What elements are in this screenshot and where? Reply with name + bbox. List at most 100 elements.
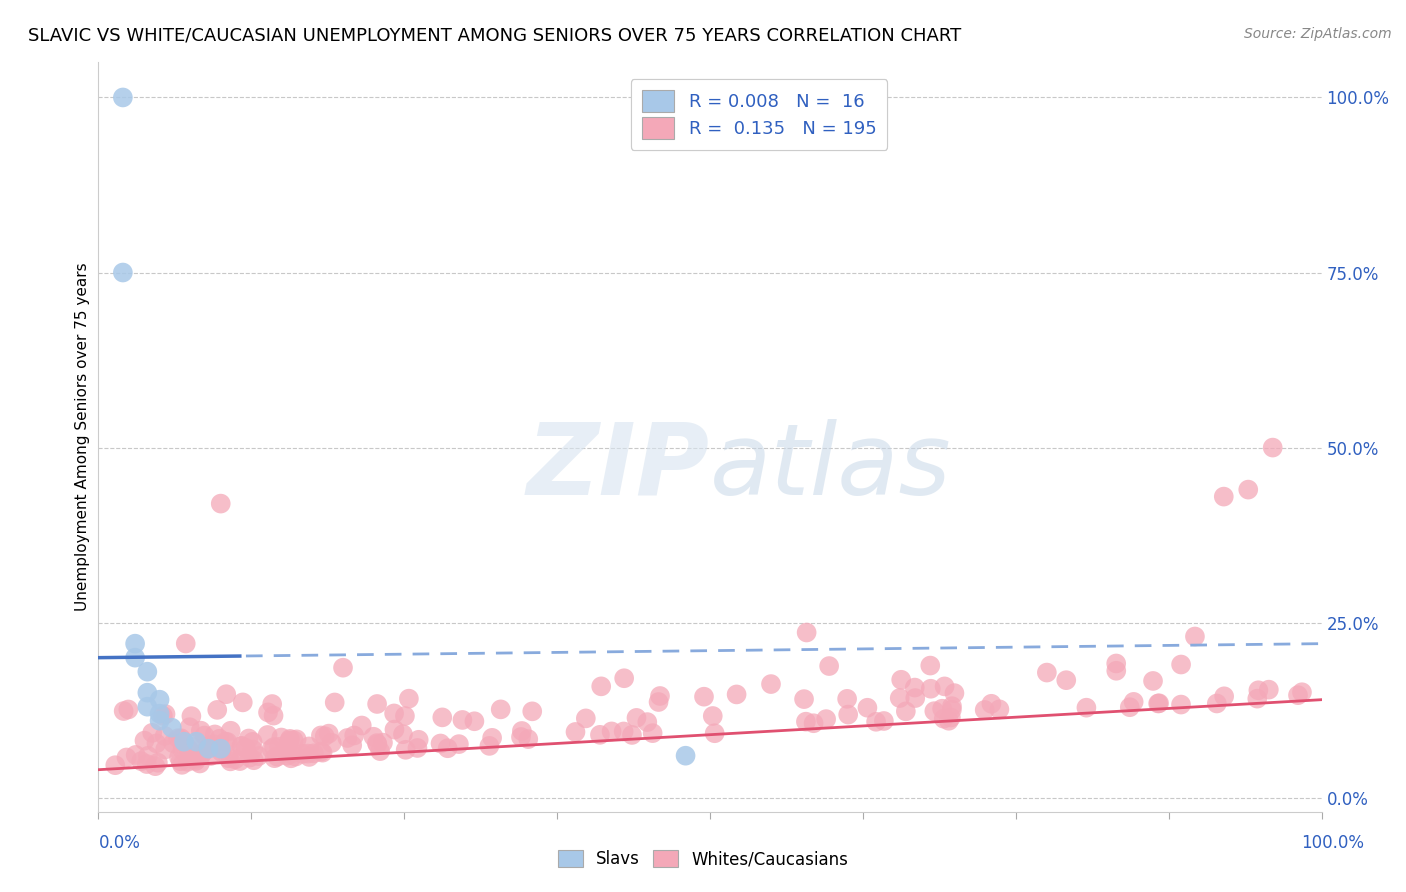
- Point: [889, 691, 911, 706]
- Point: [636, 715, 658, 730]
- Point: [398, 691, 420, 706]
- Point: [938, 714, 960, 728]
- Point: [184, 752, 207, 766]
- Point: [1184, 630, 1206, 644]
- Point: [136, 699, 159, 714]
- Point: [600, 724, 623, 739]
- Point: [280, 751, 302, 765]
- Point: [647, 695, 669, 709]
- Point: [231, 739, 253, 753]
- Point: [136, 686, 159, 700]
- Point: [256, 728, 278, 742]
- Point: [285, 732, 308, 747]
- Point: [145, 736, 167, 750]
- Point: [1054, 673, 1077, 688]
- Point: [332, 661, 354, 675]
- Text: atlas: atlas: [710, 418, 952, 516]
- Point: [247, 749, 270, 764]
- Point: [920, 681, 942, 696]
- Point: [392, 727, 415, 741]
- Point: [311, 746, 333, 760]
- Point: [432, 710, 454, 724]
- Point: [135, 757, 157, 772]
- Point: [219, 723, 242, 738]
- Point: [219, 755, 242, 769]
- Point: [406, 741, 429, 756]
- Point: [463, 714, 485, 729]
- Point: [124, 650, 146, 665]
- Point: [1105, 664, 1128, 678]
- Text: SLAVIC VS WHITE/CAUCASIAN UNEMPLOYMENT AMONG SENIORS OVER 75 YEARS CORRELATION C: SLAVIC VS WHITE/CAUCASIAN UNEMPLOYMENT A…: [28, 27, 962, 45]
- Point: [336, 731, 359, 745]
- Point: [190, 723, 212, 738]
- Point: [489, 702, 512, 716]
- Point: [208, 731, 231, 746]
- Point: [172, 743, 194, 757]
- Point: [309, 745, 332, 759]
- Point: [169, 754, 191, 768]
- Point: [920, 658, 942, 673]
- Point: [167, 731, 190, 746]
- Point: [517, 732, 540, 747]
- Point: [1246, 691, 1268, 706]
- Point: [291, 747, 314, 761]
- Point: [815, 712, 838, 726]
- Point: [394, 709, 416, 723]
- Point: [371, 736, 394, 750]
- Point: [314, 729, 336, 743]
- Point: [167, 750, 190, 764]
- Text: 0.0%: 0.0%: [98, 834, 141, 852]
- Legend: Slavs, Whites/Caucasians: Slavs, Whites/Caucasians: [551, 843, 855, 875]
- Point: [321, 736, 343, 750]
- Point: [193, 729, 215, 743]
- Point: [179, 720, 201, 734]
- Point: [1147, 696, 1170, 710]
- Point: [575, 711, 598, 725]
- Point: [170, 757, 193, 772]
- Point: [865, 714, 887, 729]
- Point: [366, 737, 388, 751]
- Point: [384, 723, 406, 737]
- Point: [302, 747, 325, 761]
- Point: [239, 750, 262, 764]
- Point: [564, 725, 586, 739]
- Point: [931, 702, 953, 716]
- Point: [104, 758, 127, 772]
- Y-axis label: Unemployment Among Seniors over 75 years: Unemployment Among Seniors over 75 years: [75, 263, 90, 611]
- Point: [191, 747, 214, 761]
- Point: [943, 686, 966, 700]
- Point: [1286, 688, 1309, 702]
- Point: [141, 726, 163, 740]
- Point: [149, 706, 172, 721]
- Point: [904, 691, 927, 706]
- Point: [589, 728, 612, 742]
- Point: [451, 713, 474, 727]
- Point: [232, 695, 254, 709]
- Point: [283, 733, 305, 747]
- Point: [134, 733, 156, 747]
- Point: [124, 747, 146, 762]
- Point: [111, 90, 134, 104]
- Point: [429, 737, 451, 751]
- Point: [207, 703, 229, 717]
- Point: [198, 739, 221, 753]
- Point: [641, 726, 664, 740]
- Point: [242, 735, 264, 749]
- Point: [342, 738, 364, 752]
- Point: [309, 728, 332, 742]
- Point: [890, 673, 912, 687]
- Point: [1036, 665, 1059, 680]
- Point: [176, 755, 198, 769]
- Text: ZIP: ZIP: [527, 418, 710, 516]
- Point: [224, 752, 246, 766]
- Point: [368, 744, 391, 758]
- Point: [1142, 673, 1164, 688]
- Point: [837, 707, 859, 722]
- Point: [298, 739, 321, 754]
- Point: [343, 729, 366, 743]
- Point: [613, 671, 636, 685]
- Point: [278, 731, 301, 746]
- Point: [204, 727, 226, 741]
- Point: [153, 729, 176, 743]
- Point: [202, 737, 225, 751]
